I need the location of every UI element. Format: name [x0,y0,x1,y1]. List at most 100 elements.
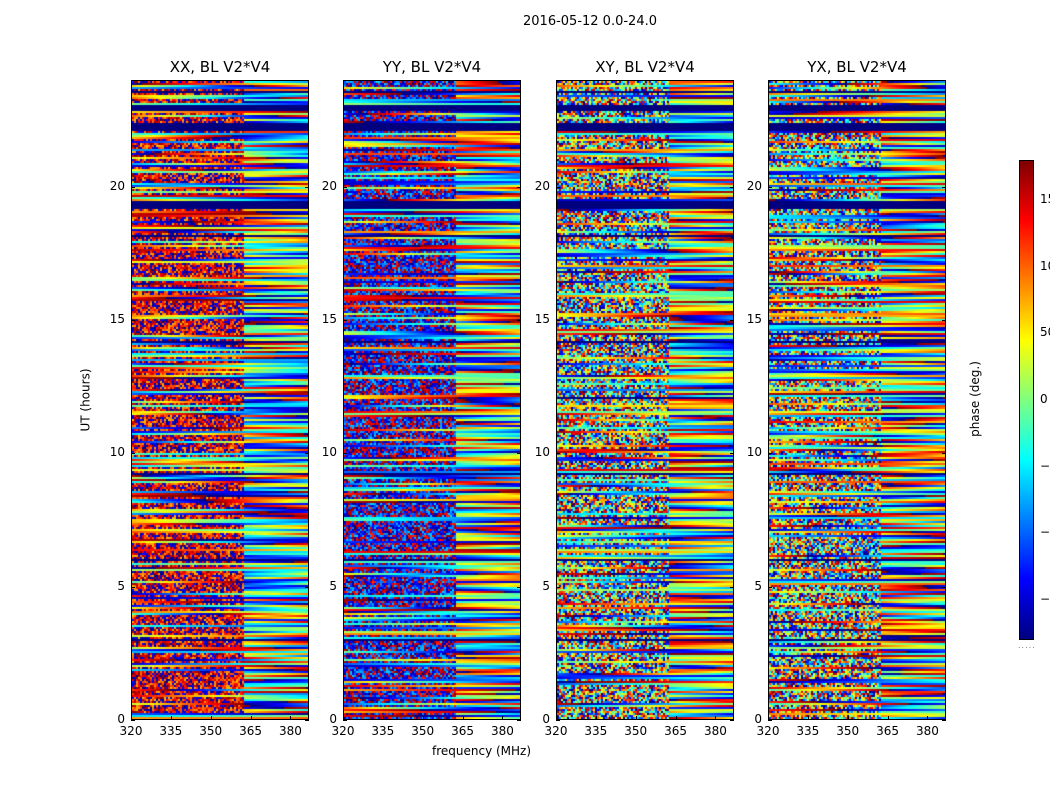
x-tick-mark [170,716,172,720]
x-tick-mark [290,716,292,720]
y-tick-mark [730,320,734,321]
y-tick-mark [343,453,347,455]
y-tick-label: 5 [117,578,125,593]
y-tick-label: 15 [746,312,762,326]
y-tick-mark [556,320,560,321]
colorbar-tick-label: −100 [1040,525,1050,540]
x-tick-label: 380 [703,724,727,738]
x-tick-mark [927,716,929,720]
heatmap-canvas-xx [132,81,308,719]
y-tick-mark [942,720,946,721]
panel-title-yy: YY, BL V2*V4 [382,58,482,76]
heatmap-canvas-yy [344,81,520,719]
y-tick-label: 20 [321,178,337,193]
y-tick-label: 0 [329,712,337,726]
y-tick-mark [343,720,347,721]
y-tick-label: 0 [542,712,550,726]
y-tick-mark [517,186,521,188]
heatmap-panel-yy [343,80,521,720]
heatmap-canvas-yx [769,81,945,719]
x-tick-label: 335 [159,724,183,738]
x-tick-label: 380 [278,724,302,738]
x-tick-mark [887,716,889,720]
y-tick-mark [942,320,946,321]
x-tick-label: 380 [490,724,514,738]
x-tick-mark [502,716,504,720]
y-tick-label: 5 [542,578,550,593]
y-tick-mark [768,720,772,721]
x-tick-label: 365 [451,724,474,738]
x-tick-mark [422,716,424,720]
x-tick-label: 320 [544,724,568,738]
x-tick-label: 350 [411,724,435,738]
y-tick-label: 0 [117,712,125,726]
y-tick-mark [556,453,560,455]
colorbar-tick-label: −150 [1040,592,1050,606]
x-tick-mark [675,716,677,720]
x-tick-label: 320 [756,724,780,738]
panel-title-yx: YX, BL V2*V4 [807,58,907,76]
panel-title-xx: XX, BL V2*V4 [169,58,271,76]
x-tick-mark [210,716,212,720]
y-tick-mark [730,186,734,188]
x-tick-label: 365 [664,724,687,738]
y-tick-mark [556,586,560,588]
y-tick-mark [517,586,521,588]
x-tick-mark [847,716,849,720]
y-tick-mark [730,586,734,588]
y-tick-mark [517,720,521,721]
y-tick-label: 5 [754,578,762,593]
x-tick-label: 380 [915,724,939,738]
y-tick-label: 15 [534,312,550,326]
y-tick-mark [942,453,946,455]
x-tick-label: 365 [239,724,262,738]
x-tick-label: 320 [331,724,355,738]
y-tick-mark [517,453,521,455]
x-tick-mark [250,716,252,720]
y-tick-mark [942,186,946,188]
y-tick-mark [343,186,347,188]
x-tick-mark [343,716,344,720]
y-tick-mark [556,720,560,721]
x-tick-label: 365 [876,724,899,738]
x-tick-mark [382,716,384,720]
x-tick-mark [131,716,132,720]
colorbar-tick-label: 100 [1040,258,1050,273]
y-tick-mark [305,186,309,188]
y-tick-mark [131,586,135,588]
x-tick-label: 335 [371,724,395,738]
x-tick-mark [556,716,557,720]
y-tick-mark [305,320,309,321]
y-tick-mark [343,586,347,588]
colorbar [1019,160,1034,640]
y-tick-label: 5 [329,578,337,593]
y-tick-label: 20 [109,178,125,193]
y-tick-mark [131,320,135,321]
x-tick-label: 335 [796,724,820,738]
y-tick-mark [305,453,309,455]
figure-title: 2016-05-12 0.0-24.0 [523,14,657,29]
y-tick-label: 10 [534,445,550,460]
colorbar-tick-label: 0 [1040,392,1048,406]
colorbar-footnote-dots: ..... [1018,641,1036,650]
x-tick-label: 350 [199,724,223,738]
y-tick-mark [768,586,772,588]
y-axis-label: UT (hours) [78,368,93,432]
x-tick-label: 335 [584,724,608,738]
colorbar-label: phase (deg.) [968,361,982,437]
y-tick-label: 15 [321,312,337,326]
x-tick-label: 320 [119,724,143,738]
y-tick-mark [343,320,347,321]
colorbar-tick-label: 150 [1040,192,1050,206]
x-tick-mark [715,716,717,720]
colorbar-tick-label: −50 [1040,458,1050,473]
x-tick-label: 350 [836,724,860,738]
colorbar-tick-label: 50 [1040,325,1050,340]
y-tick-mark [305,586,309,588]
y-tick-mark [768,186,772,188]
y-tick-mark [305,720,309,721]
y-tick-mark [131,453,135,455]
y-tick-mark [517,320,521,321]
x-tick-mark [807,716,809,720]
